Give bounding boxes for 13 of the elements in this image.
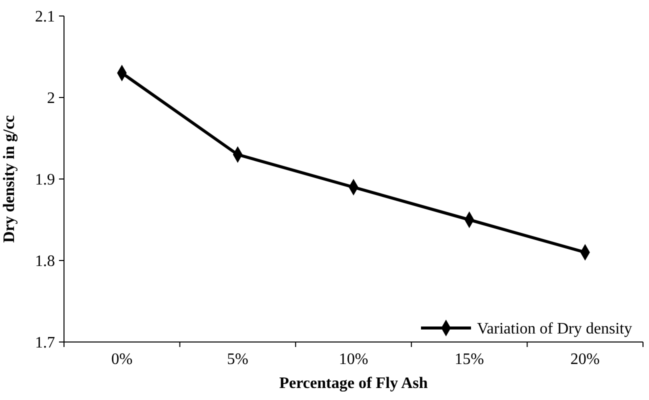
- y-axis-title: Dry density in g/cc: [1, 115, 18, 243]
- y-tick-label: 2: [47, 90, 55, 108]
- x-axis-title: Percentage of Fly Ash: [279, 375, 428, 392]
- x-tick-label: 20%: [570, 351, 600, 368]
- x-tick-label: 5%: [227, 351, 248, 368]
- x-tick-label: 15%: [454, 351, 484, 368]
- y-tick-label: 1.7: [35, 334, 55, 352]
- x-tick-label: 10%: [338, 351, 368, 368]
- x-tick-label: 0%: [111, 351, 133, 368]
- legend-label: Variation of Dry density: [477, 320, 632, 338]
- y-tick-label: 2.1: [35, 8, 55, 26]
- y-tick-label: 1.9: [35, 172, 55, 189]
- y-tick-label: 1.8: [35, 253, 55, 270]
